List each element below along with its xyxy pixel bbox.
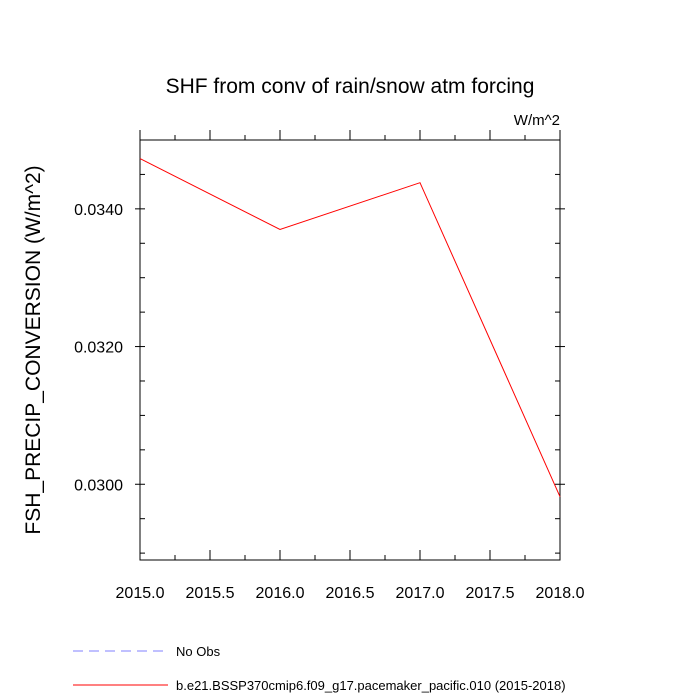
y-tick-label: 0.0300 [74,477,123,494]
units-label: W/m^2 [514,112,560,129]
legend-label-no-obs: No Obs [176,644,221,659]
legend: No Obs b.e21.BSSP370cmip6.f09_g17.pacema… [73,644,566,693]
legend-label-series: b.e21.BSSP370cmip6.f09_g17.pacemaker_pac… [176,678,566,693]
x-tick-label: 2018.0 [536,585,585,602]
x-tick-label: 2016.0 [256,585,305,602]
y-axis-label: FSH_PRECIP_CONVERSION (W/m^2) [22,165,45,534]
x-tick-label: 2017.0 [396,585,445,602]
x-tick-label: 2017.5 [466,585,515,602]
y-tick-label: 0.0320 [74,340,123,357]
x-tick-label: 2016.5 [326,585,375,602]
plot-area: 2015.0 2015.5 2016.0 2016.5 2017.0 2017.5 2018… [74,130,585,602]
series-line [139,158,561,497]
x-tick-label: 2015.5 [186,585,235,602]
y-tick-label: 0.0340 [74,202,123,219]
plot-frame [139,139,561,561]
x-tick-label: 2015.0 [116,585,165,602]
chart-title: SHF from conv of rain/snow atm forcing [166,75,535,98]
